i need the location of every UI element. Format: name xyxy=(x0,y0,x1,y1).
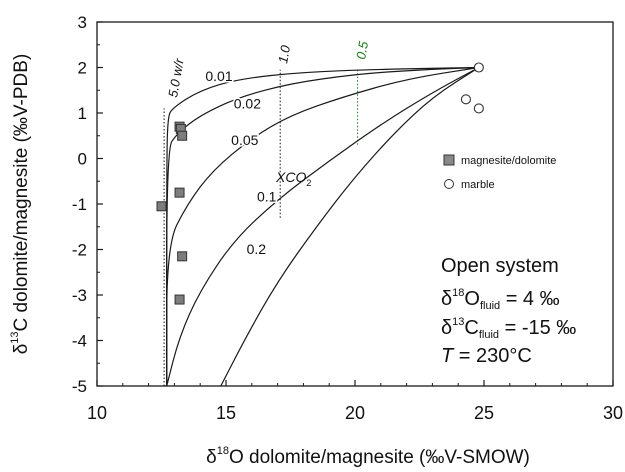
y-tick-label: 1 xyxy=(78,104,87,123)
x-axis-ticks: 10 15 20 25 30 xyxy=(87,380,623,423)
wr-label-1: 1.0 xyxy=(275,43,293,64)
xco2-label: XCO2 xyxy=(275,169,311,188)
x-tick-label: 15 xyxy=(216,403,236,423)
legend: magnesite/dolomite marble xyxy=(443,154,556,191)
curve-0-01 xyxy=(166,66,479,386)
x-tick-label: 20 xyxy=(345,403,365,423)
x-tick-label: 30 xyxy=(603,403,623,423)
y-axis-title: δ13C dolomite/magnesite (‰V-PDB) xyxy=(9,54,32,355)
curve-0-02 xyxy=(166,66,479,386)
y-tick-label: -4 xyxy=(72,332,87,351)
y-tick-label: 0 xyxy=(78,150,87,169)
marble-point xyxy=(460,94,471,105)
wr-label-5: 5.0 w/r xyxy=(165,57,187,99)
y-tick-label: -1 xyxy=(72,195,87,214)
wr-label-05: 0.5 xyxy=(353,39,371,60)
annotation-d13c-fluid: δ13Cfluid = -15 ‰ xyxy=(441,316,576,341)
data-points xyxy=(156,62,484,305)
water-rock-lines xyxy=(163,69,359,386)
curve-label: 0.05 xyxy=(231,132,258,148)
y-tick-label: -2 xyxy=(72,241,87,260)
magnesite-dolomite-point xyxy=(174,294,185,305)
x-axis-title: δ18O dolomite/magnesite (‰V-SMOW) xyxy=(206,445,530,468)
curve-0-2 xyxy=(220,66,480,387)
y-tick-label: 2 xyxy=(78,59,87,78)
magnesite-dolomite-point xyxy=(156,201,167,212)
curve-0-1 xyxy=(166,66,480,387)
magnesite-dolomite-point xyxy=(177,130,188,141)
xco2-curves xyxy=(166,66,480,387)
marble-point xyxy=(473,62,484,73)
x-tick-label: 25 xyxy=(474,403,494,423)
curve-labels: 0.010.02 0.05 0.1 0.2 xyxy=(204,67,278,259)
marble-point xyxy=(473,103,484,114)
y-axis-ticks: 3 2 1 0 -1 -2 -3 -4 -5 xyxy=(72,13,103,396)
y-tick-label: 3 xyxy=(78,13,87,32)
curve-label: 0.01 xyxy=(205,68,232,84)
legend-marker-magnesite xyxy=(443,154,455,166)
x-tick-label: 10 xyxy=(87,403,107,423)
curve-label: 0.02 xyxy=(234,95,261,111)
magnesite-dolomite-point xyxy=(177,251,188,262)
curve-label: 0.2 xyxy=(247,241,267,257)
legend-label-magnesite: magnesite/dolomite xyxy=(461,155,556,167)
curve-label: 0.1 xyxy=(257,189,277,205)
magnesite-dolomite-point xyxy=(174,187,185,198)
y-tick-label: -3 xyxy=(72,286,87,305)
annotation-d18o-fluid: δ18Ofluid = 4 ‰ xyxy=(441,287,560,312)
annotation: Open system δ18Ofluid = 4 ‰ δ13Cfluid = … xyxy=(441,255,576,367)
legend-label-marble: marble xyxy=(461,179,495,191)
y-tick-label: -5 xyxy=(72,377,87,396)
curve-0-05 xyxy=(166,66,479,386)
annotation-open-system: Open system xyxy=(441,255,559,277)
legend-marker-marble xyxy=(444,179,454,189)
annotation-temperature: T = 230°C xyxy=(441,345,532,367)
